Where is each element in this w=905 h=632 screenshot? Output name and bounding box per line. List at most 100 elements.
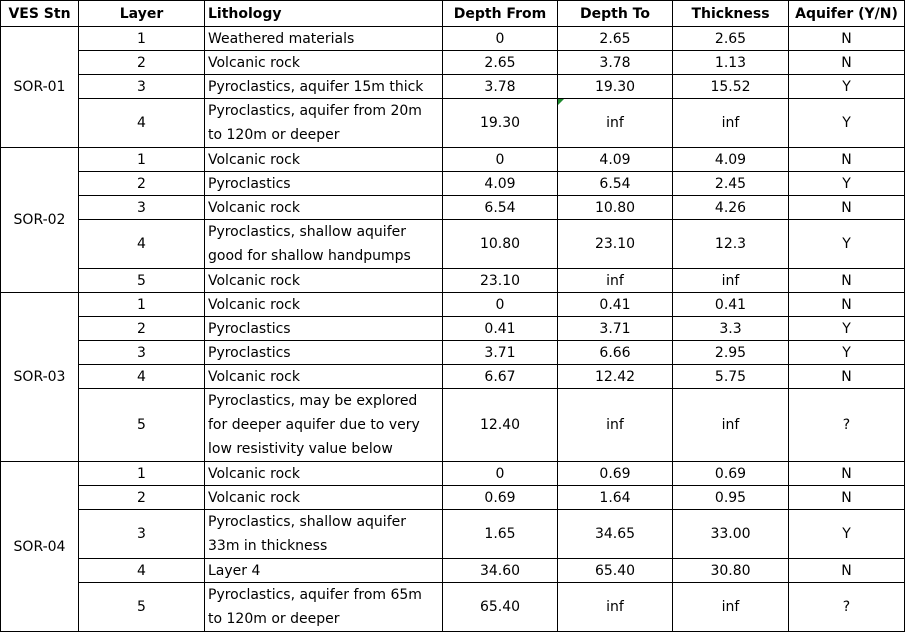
thickness-cell[interactable]: 0.95	[672, 485, 789, 510]
depth-from-cell[interactable]: 12.40	[442, 388, 558, 462]
thickness-cell[interactable]: 2.45	[672, 171, 789, 196]
thickness-cell[interactable]: 2.65	[672, 26, 789, 51]
thickness-cell[interactable]: inf	[672, 582, 789, 632]
layer-cell[interactable]: 5	[78, 582, 205, 632]
depth-to-cell[interactable]: 23.10	[557, 219, 673, 269]
lithology-cell[interactable]: Pyroclastics	[204, 171, 443, 196]
thickness-cell[interactable]: 30.80	[672, 558, 789, 583]
lithology-cell[interactable]: Pyroclastics, shallow aquifer 33m in thi…	[204, 509, 443, 559]
layer-cell[interactable]: 5	[78, 268, 205, 293]
station-cell[interactable]: SOR-04	[0, 461, 79, 632]
layer-cell[interactable]: 2	[78, 171, 205, 196]
depth-to-cell[interactable]: 19.30	[557, 74, 673, 99]
station-cell[interactable]: SOR-01	[0, 26, 79, 148]
layer-cell[interactable]: 4	[78, 364, 205, 389]
depth-to-cell[interactable]: inf	[557, 582, 673, 632]
depth-to-cell[interactable]: 65.40	[557, 558, 673, 583]
header-thickness[interactable]: Thickness	[672, 0, 789, 27]
layer-cell[interactable]: 2	[78, 485, 205, 510]
header-lithology[interactable]: Lithology	[204, 0, 443, 27]
depth-from-cell[interactable]: 0.41	[442, 316, 558, 341]
depth-to-cell[interactable]: 3.71	[557, 316, 673, 341]
layer-cell[interactable]: 4	[78, 98, 205, 148]
lithology-cell[interactable]: Volcanic rock	[204, 268, 443, 293]
aquifer-cell[interactable]: Y	[788, 340, 905, 365]
station-cell[interactable]: SOR-02	[0, 147, 79, 293]
depth-to-cell[interactable]: 0.69	[557, 461, 673, 486]
header-layer[interactable]: Layer	[78, 0, 205, 27]
layer-cell[interactable]: 4	[78, 558, 205, 583]
layer-cell[interactable]: 1	[78, 147, 205, 172]
aquifer-cell[interactable]: N	[788, 485, 905, 510]
lithology-cell[interactable]: Pyroclastics, aquifer from 20m to 120m o…	[204, 98, 443, 148]
aquifer-cell[interactable]: N	[788, 147, 905, 172]
depth-from-cell[interactable]: 6.67	[442, 364, 558, 389]
depth-to-cell[interactable]: 1.64	[557, 485, 673, 510]
depth-to-cell[interactable]: 12.42	[557, 364, 673, 389]
thickness-cell[interactable]: 15.52	[672, 74, 789, 99]
station-cell[interactable]: SOR-03	[0, 292, 79, 462]
aquifer-cell[interactable]: ?	[788, 388, 905, 462]
layer-cell[interactable]: 3	[78, 195, 205, 220]
layer-cell[interactable]: 1	[78, 26, 205, 51]
aquifer-cell[interactable]: N	[788, 461, 905, 486]
layer-cell[interactable]: 2	[78, 50, 205, 75]
depth-from-cell[interactable]: 23.10	[442, 268, 558, 293]
aquifer-cell[interactable]: N	[788, 292, 905, 317]
lithology-cell[interactable]: Volcanic rock	[204, 50, 443, 75]
depth-from-cell[interactable]: 10.80	[442, 219, 558, 269]
thickness-cell[interactable]: 0.41	[672, 292, 789, 317]
depth-from-cell[interactable]: 0	[442, 292, 558, 317]
depth-from-cell[interactable]: 19.30	[442, 98, 558, 148]
thickness-cell[interactable]: 5.75	[672, 364, 789, 389]
depth-to-cell[interactable]: 34.65	[557, 509, 673, 559]
lithology-cell[interactable]: Layer 4	[204, 558, 443, 583]
depth-to-cell[interactable]: 6.66	[557, 340, 673, 365]
aquifer-cell[interactable]: Y	[788, 509, 905, 559]
lithology-cell[interactable]: Weathered materials	[204, 26, 443, 51]
layer-cell[interactable]: 3	[78, 74, 205, 99]
header-depth-from[interactable]: Depth From	[442, 0, 558, 27]
thickness-cell[interactable]: 33.00	[672, 509, 789, 559]
lithology-cell[interactable]: Pyroclastics, may be explored for deeper…	[204, 388, 443, 462]
aquifer-cell[interactable]: Y	[788, 98, 905, 148]
lithology-cell[interactable]: Volcanic rock	[204, 364, 443, 389]
depth-to-cell[interactable]: 3.78	[557, 50, 673, 75]
depth-from-cell[interactable]: 65.40	[442, 582, 558, 632]
thickness-cell[interactable]: inf	[672, 388, 789, 462]
lithology-cell[interactable]: Pyroclastics, aquifer from 65m to 120m o…	[204, 582, 443, 632]
aquifer-cell[interactable]: Y	[788, 171, 905, 196]
depth-from-cell[interactable]: 1.65	[442, 509, 558, 559]
thickness-cell[interactable]: 4.09	[672, 147, 789, 172]
lithology-cell[interactable]: Pyroclastics	[204, 316, 443, 341]
aquifer-cell[interactable]: ?	[788, 582, 905, 632]
depth-from-cell[interactable]: 4.09	[442, 171, 558, 196]
thickness-cell[interactable]: 3.3	[672, 316, 789, 341]
header-depth-to[interactable]: Depth To	[557, 0, 673, 27]
layer-cell[interactable]: 3	[78, 509, 205, 559]
lithology-cell[interactable]: Volcanic rock	[204, 485, 443, 510]
lithology-cell[interactable]: Volcanic rock	[204, 461, 443, 486]
lithology-cell[interactable]: Pyroclastics, aquifer 15m thick	[204, 74, 443, 99]
depth-from-cell[interactable]: 0.69	[442, 485, 558, 510]
aquifer-cell[interactable]: N	[788, 195, 905, 220]
depth-from-cell[interactable]: 0	[442, 147, 558, 172]
layer-cell[interactable]: 5	[78, 388, 205, 462]
aquifer-cell[interactable]: Y	[788, 219, 905, 269]
depth-from-cell[interactable]: 3.78	[442, 74, 558, 99]
aquifer-cell[interactable]: N	[788, 268, 905, 293]
depth-from-cell[interactable]: 0	[442, 26, 558, 51]
depth-to-cell[interactable]: 0.41	[557, 292, 673, 317]
layer-cell[interactable]: 1	[78, 461, 205, 486]
aquifer-cell[interactable]: N	[788, 364, 905, 389]
depth-to-cell[interactable]: 4.09	[557, 147, 673, 172]
lithology-cell[interactable]: Pyroclastics	[204, 340, 443, 365]
depth-to-cell[interactable]: 2.65	[557, 26, 673, 51]
thickness-cell[interactable]: inf	[672, 98, 789, 148]
thickness-cell[interactable]: 12.3	[672, 219, 789, 269]
depth-from-cell[interactable]: 3.71	[442, 340, 558, 365]
aquifer-cell[interactable]: N	[788, 26, 905, 51]
thickness-cell[interactable]: inf	[672, 268, 789, 293]
depth-to-cell[interactable]: inf	[557, 268, 673, 293]
layer-cell[interactable]: 4	[78, 219, 205, 269]
